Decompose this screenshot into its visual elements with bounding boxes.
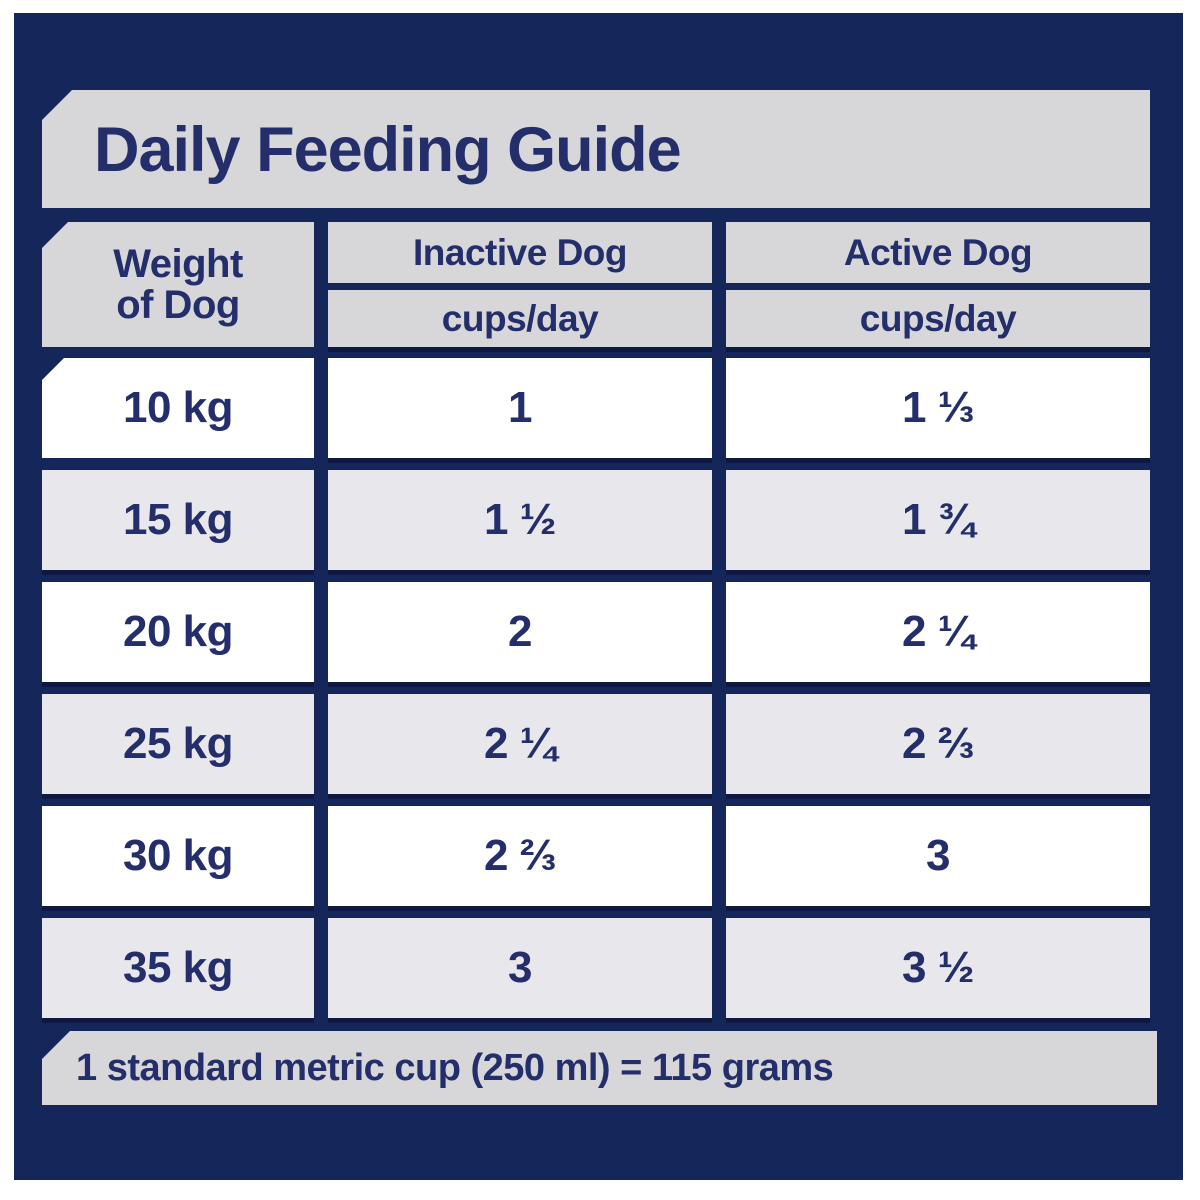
- inactive-cups-cell: 2: [328, 582, 712, 682]
- header-weight-line1: Weight: [113, 241, 243, 286]
- header-active-dog-label: Active Dog: [843, 231, 1033, 273]
- inactive-cups-cell: 3: [328, 918, 712, 1018]
- table-row: 30 kg 2 ⅔ 3: [42, 806, 1150, 906]
- header-active-units: cups/day: [859, 297, 1017, 339]
- inactive-cups-cell: 2 ⅔: [328, 806, 712, 906]
- cup-conversion-note: 1 standard metric cup (250 ml) = 115 gra…: [42, 1031, 1157, 1105]
- table-row: 10 kg 1 1 ⅓: [42, 358, 1150, 458]
- header-weight-line2: of Dog: [116, 282, 240, 327]
- header-inactive-dog-label: Inactive Dog: [413, 231, 628, 273]
- active-cups-cell: 2 ¼: [726, 582, 1150, 682]
- weight-cell: 15 kg: [42, 470, 314, 570]
- title-banner: Daily Feeding Guide: [42, 90, 1150, 208]
- active-cups-cell: 2 ⅔: [726, 694, 1150, 794]
- table-row: 20 kg 2 2 ¼: [42, 582, 1150, 682]
- table-row: 25 kg 2 ¼ 2 ⅔: [42, 694, 1150, 794]
- header-divider-line: [328, 283, 712, 290]
- navy-panel: Daily Feeding Guide Weight of Dog Inacti…: [14, 13, 1183, 1180]
- table-row: 35 kg 3 3 ½: [42, 918, 1150, 1018]
- weight-cell: 35 kg: [42, 918, 314, 1018]
- header-active-dog: Active Dog cups/day: [726, 222, 1150, 347]
- inactive-cups-cell: 1 ½: [328, 470, 712, 570]
- page-title: Daily Feeding Guide: [94, 115, 682, 185]
- active-cups-cell: 3: [726, 806, 1150, 906]
- table-row: 15 kg 1 ½ 1 ¾: [42, 470, 1150, 570]
- header-inactive-units: cups/day: [441, 297, 599, 339]
- table-header-row: Weight of Dog Inactive Dog cups/day Acti…: [42, 222, 1150, 347]
- header-divider-line: [726, 283, 1150, 290]
- active-cups-cell: 3 ½: [726, 918, 1150, 1018]
- active-cups-cell: 1 ¾: [726, 470, 1150, 570]
- inactive-cups-cell: 2 ¼: [328, 694, 712, 794]
- header-weight-of-dog: Weight of Dog: [42, 222, 314, 347]
- header-inactive-dog: Inactive Dog cups/day: [328, 222, 712, 347]
- inactive-cups-cell: 1: [328, 358, 712, 458]
- weight-cell: 10 kg: [42, 358, 314, 458]
- weight-cell: 30 kg: [42, 806, 314, 906]
- cup-conversion-text: 1 standard metric cup (250 ml) = 115 gra…: [76, 1046, 834, 1089]
- active-cups-cell: 1 ⅓: [726, 358, 1150, 458]
- weight-cell: 20 kg: [42, 582, 314, 682]
- weight-cell: 25 kg: [42, 694, 314, 794]
